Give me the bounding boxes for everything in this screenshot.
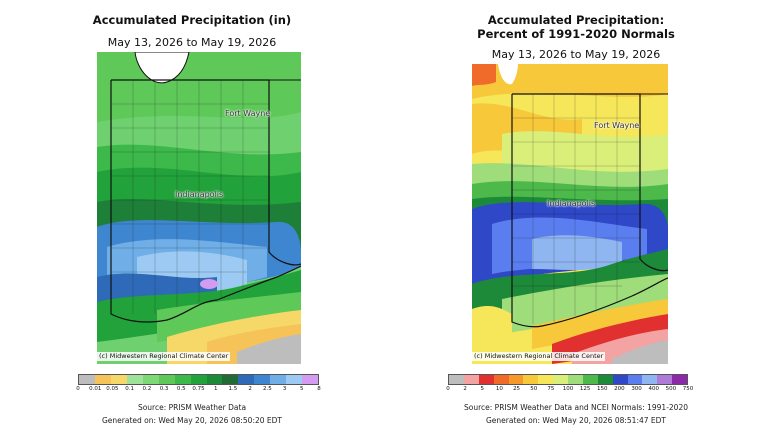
legend-swatch — [158, 375, 175, 384]
legend-swatch — [642, 375, 658, 384]
legend-color-bar — [78, 374, 319, 385]
legend-swatch — [657, 375, 673, 384]
legend-color-bar — [448, 374, 688, 385]
legend-swatch — [110, 375, 127, 384]
legend-swatch — [238, 375, 255, 384]
map-credit: (c) Midwestern Regional Climate Center — [97, 352, 231, 361]
generated-text: Generated on: Wed May 20, 2026 08:50:20 … — [102, 416, 282, 425]
legend-swatch — [493, 375, 509, 384]
legend-tick-label: 3 — [282, 386, 287, 392]
legend-swatch — [142, 375, 159, 384]
legend-swatch — [582, 375, 598, 384]
source-text: Source: PRISM Weather Data and NCEI Norm… — [464, 403, 688, 412]
precip-map-image — [97, 52, 301, 364]
legend-tick-label: 5 — [480, 386, 485, 392]
legend-tick-label: 300 — [631, 386, 642, 392]
legend-swatch — [568, 375, 583, 384]
city-label-indianapolis: Indianapolis — [547, 199, 596, 208]
legend-tick-label: 0.01 — [89, 386, 102, 392]
city-label-fort-wayne: Fort Wayne — [594, 121, 640, 130]
legend-swatch — [286, 375, 303, 384]
legend-swatch — [174, 375, 191, 384]
legend-tick-label: 0 — [76, 386, 80, 392]
panel-title-line2: Percent of 1991-2020 Normals — [477, 27, 675, 41]
date-range: May 13, 2026 to May 19, 2026 — [107, 36, 277, 49]
legend-swatch — [538, 375, 554, 384]
generated-text: Generated on: Wed May 20, 2026 08:51:47 … — [486, 416, 666, 425]
percent-normal-map-image — [472, 64, 668, 364]
legend-swatch — [463, 375, 479, 384]
legend-swatch — [627, 375, 643, 384]
legend-swatch — [254, 375, 271, 384]
legend-swatch — [302, 375, 319, 384]
legend-swatch — [190, 375, 207, 384]
panel-title-line1: Accumulated Precipitation: — [487, 13, 665, 27]
panel-title: Accumulated Precipitation (in) — [92, 13, 292, 27]
legend: 0 2 5 10 25 50 75 100 125 150 200 300 400 500 750 — [446, 374, 693, 395]
city-label-indianapolis: Indianapolis — [175, 190, 224, 199]
legend-ticks: 0 2 5 10 25 50 75 100 125 150 200 300 400 500 750 — [446, 385, 693, 395]
legend-swatch — [597, 375, 613, 384]
legend-tick-label: 0.05 — [106, 386, 119, 392]
legend-tick-label: 5 — [300, 386, 304, 392]
legend-tick-label: 0.3 — [159, 386, 169, 392]
legend-swatch — [612, 375, 628, 384]
legend-tick-label: 10 — [495, 386, 503, 392]
legend-tick-label: 25 — [513, 386, 521, 392]
legend-swatch — [79, 375, 95, 384]
percent-normal-map: Fort Wayne Indianapolis (c) Midwestern R… — [472, 64, 668, 364]
legend-tick-label: 400 — [648, 386, 659, 392]
legend-swatch — [126, 375, 143, 384]
legend-tick-label: 0.2 — [142, 386, 152, 392]
legend-swatch — [478, 375, 494, 384]
legend-tick-label: 0.75 — [192, 386, 205, 392]
legend-tick-label: 0.1 — [125, 386, 135, 392]
legend-tick-label: 125 — [579, 386, 591, 392]
legend-swatch — [449, 375, 464, 384]
legend-tick-label: 75 — [547, 386, 555, 392]
legend-swatch — [553, 375, 568, 384]
map-credit: (c) Midwestern Regional Climate Center — [472, 352, 606, 361]
percent-normal-panel: Accumulated Precipitation: Percent of 19… — [384, 0, 768, 432]
legend-tick-label: 500 — [665, 386, 677, 392]
legend-ticks: 0 0.01 0.05 0.1 0.2 0.3 0.5 0.75 1 1.5 2 2.5 3 5 8 — [76, 385, 321, 395]
legend: 0 0.01 0.05 0.1 0.2 0.3 0.5 0.75 1 1.5 2 2.5 3 5 8 — [76, 374, 321, 395]
legend-tick-label: 2 — [248, 386, 252, 392]
legend-swatch — [206, 375, 223, 384]
legend-tick-label: 100 — [562, 386, 574, 392]
legend-swatch — [94, 375, 111, 384]
legend-tick-label: 50 — [530, 386, 538, 392]
legend-tick-label: 2 — [463, 386, 467, 392]
city-label-fort-wayne: Fort Wayne — [225, 109, 271, 118]
legend-swatch — [270, 375, 287, 384]
legend-tick-label: 750 — [682, 386, 694, 392]
legend-tick-label: 0 — [446, 386, 450, 392]
legend-swatch — [523, 375, 539, 384]
legend-tick-label: 2.5 — [262, 386, 272, 392]
date-range: May 13, 2026 to May 19, 2026 — [491, 48, 661, 61]
legend-swatch — [222, 375, 239, 384]
legend-swatch — [672, 375, 687, 384]
precip-panel: Accumulated Precipitation (in) May 13, 2… — [76, 13, 321, 425]
legend-tick-label: 200 — [614, 386, 625, 392]
source-text: Source: PRISM Weather Data — [137, 403, 247, 412]
precip-map: Fort Wayne Indianapolis (c) Midwestern R… — [97, 52, 301, 364]
legend-tick-label: 8 — [317, 386, 321, 392]
legend-tick-label: 150 — [597, 386, 608, 392]
legend-swatch — [508, 375, 524, 384]
legend-tick-label: 1.5 — [228, 386, 238, 392]
legend-tick-label: 1 — [213, 386, 218, 392]
legend-tick-label: 0.5 — [176, 386, 186, 392]
